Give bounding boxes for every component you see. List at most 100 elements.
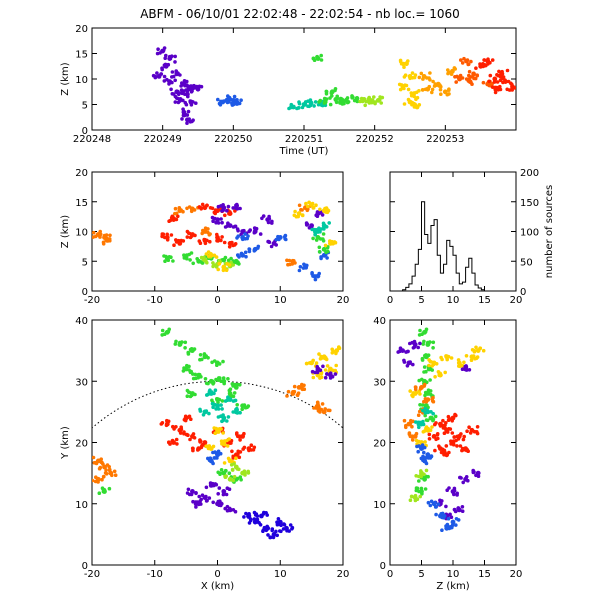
source-point <box>454 523 458 527</box>
source-point <box>242 445 247 450</box>
source-point <box>443 370 448 375</box>
source-point <box>213 456 217 460</box>
source-point <box>486 57 490 61</box>
source-point <box>311 375 316 380</box>
source-point <box>452 66 457 70</box>
plots-container: 0 5 10 15 20 220248 220249 220250 220251 220252 22… <box>60 24 555 592</box>
source-point <box>199 207 203 211</box>
histogram-xtick-label: 0 <box>387 295 393 306</box>
time-height-xtick-label: 220250 <box>214 134 252 145</box>
source-point <box>324 92 329 96</box>
source-point <box>282 235 287 239</box>
source-point <box>207 496 212 500</box>
source-point <box>320 402 325 406</box>
source-point <box>206 381 210 386</box>
source-point <box>402 358 406 363</box>
source-point <box>311 358 316 363</box>
source-point <box>418 392 422 396</box>
source-point <box>217 262 222 266</box>
source-point <box>458 73 463 78</box>
source-point <box>307 200 311 205</box>
source-point <box>198 353 203 357</box>
source-point <box>438 424 443 428</box>
source-point <box>424 369 428 374</box>
source-point <box>179 427 184 432</box>
source-point <box>217 397 222 402</box>
source-point <box>162 332 167 337</box>
source-point <box>328 102 333 107</box>
source-point <box>505 68 510 73</box>
source-point <box>435 432 440 436</box>
zy-ytick-label: 40 <box>373 316 386 327</box>
source-point <box>238 438 242 442</box>
source-point <box>315 214 320 218</box>
source-point <box>498 84 502 89</box>
source-point <box>469 358 474 363</box>
source-point <box>423 413 428 418</box>
source-point <box>103 465 107 470</box>
source-point <box>297 268 302 273</box>
source-point <box>252 249 257 253</box>
plan-view-ytick-label: 20 <box>75 439 88 450</box>
source-point <box>325 364 330 368</box>
source-point <box>329 91 334 95</box>
source-point <box>210 253 214 257</box>
source-point <box>189 417 193 422</box>
source-point <box>162 63 167 67</box>
source-point <box>472 349 477 354</box>
time-height-ytick-label: 20 <box>75 24 88 35</box>
xz-ytick-label: 20 <box>75 168 88 179</box>
source-point <box>165 232 169 237</box>
source-point <box>434 83 439 87</box>
source-point <box>239 252 244 256</box>
source-point <box>226 222 230 227</box>
source-point <box>413 493 418 498</box>
source-point <box>408 360 413 364</box>
source-point <box>216 430 221 434</box>
source-point <box>453 75 457 79</box>
source-point <box>421 422 426 427</box>
source-point <box>439 450 444 455</box>
histogram-ytick-label: 200 <box>520 168 539 179</box>
source-point <box>416 345 421 350</box>
source-point <box>211 450 215 455</box>
source-point <box>213 402 217 407</box>
source-point <box>420 443 425 447</box>
source-point <box>167 82 171 86</box>
source-point <box>300 213 305 217</box>
source-point <box>220 209 224 213</box>
source-point <box>228 97 233 102</box>
source-point <box>231 410 235 414</box>
source-point <box>188 437 192 442</box>
source-point <box>412 105 417 109</box>
xz-xtick-label: 20 <box>337 295 350 306</box>
source-point <box>162 74 167 79</box>
source-point <box>429 392 433 397</box>
source-point <box>465 58 470 62</box>
source-point <box>430 90 434 95</box>
source-point <box>402 102 407 106</box>
source-point <box>396 350 401 354</box>
source-point <box>323 407 328 411</box>
source-point <box>200 493 205 498</box>
source-point <box>404 423 408 428</box>
source-point <box>450 523 455 527</box>
source-point <box>247 512 251 516</box>
source-point <box>98 465 103 470</box>
source-point <box>174 69 178 73</box>
source-point <box>252 517 257 521</box>
source-point <box>469 59 473 64</box>
source-point <box>409 494 414 499</box>
source-point <box>239 98 243 102</box>
source-point <box>248 228 252 232</box>
source-point <box>478 346 483 351</box>
source-point <box>442 452 446 457</box>
source-point <box>467 425 471 430</box>
source-point <box>323 243 328 248</box>
plan-view-xtick-label: 0 <box>214 569 220 580</box>
source-point <box>445 522 450 527</box>
source-point <box>490 85 495 89</box>
source-point <box>186 390 191 394</box>
source-point <box>433 500 437 505</box>
source-point <box>265 524 270 529</box>
